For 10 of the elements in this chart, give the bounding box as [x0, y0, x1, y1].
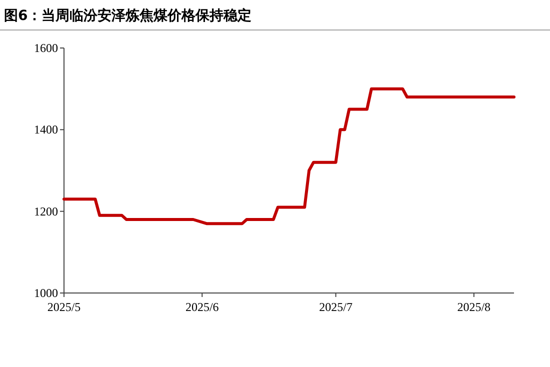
x-tick-label: 2025/7: [319, 300, 352, 314]
line-series: [62, 87, 516, 226]
x-tick-label: 2025/6: [185, 300, 219, 314]
chart-title: 图6：当周临汾安泽炼焦煤价格保持稳定: [4, 7, 252, 24]
x-tick-label: 2025/5: [47, 300, 81, 314]
x-tick-label: 2025/8: [457, 300, 491, 314]
y-tick-label: 1000: [34, 286, 58, 300]
y-tick-label: 1200: [34, 204, 58, 218]
y-tick-label: 1600: [34, 41, 58, 55]
y-tick-label: 1400: [34, 122, 58, 137]
